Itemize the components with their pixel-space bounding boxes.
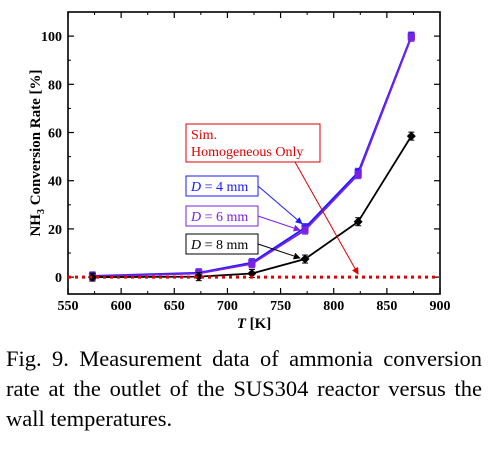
annotation-simulation-box: [185, 123, 321, 163]
annotation-simulation-label: Homogeneous Only: [191, 145, 303, 160]
data-point: [194, 272, 204, 282]
x-axis-title-unit: [K]: [246, 316, 271, 332]
y-tick-label: 80: [48, 78, 62, 93]
annotation-d8-label: D = 8 mm: [190, 238, 248, 253]
y-axis-title-subscript: 3: [36, 209, 47, 214]
chart: 550 600 650 700 750 800 850 900 0 20 40 60 80 100 T [K…: [28, 11, 451, 332]
annotation-d6-label-value: = 6 mm: [201, 210, 248, 225]
y-tick-label: 20: [48, 223, 62, 238]
data-point: [301, 226, 309, 234]
annotation-d4: D = 4 mm: [185, 175, 303, 225]
x-axis-title: T [K]: [237, 316, 272, 332]
annotation-d8-label-value: = 8 mm: [201, 238, 248, 253]
annotation-d4-arrow: [257, 185, 303, 225]
figure-caption: Fig. 9. Measurement data of ammonia conv…: [6, 346, 482, 431]
data-point: [247, 269, 257, 279]
data-point: [354, 171, 362, 179]
y-tick-label: 40: [48, 175, 62, 190]
annotation-d8-arrow: [257, 243, 301, 260]
annotation-simulation-label: Sim.: [191, 128, 217, 143]
data-point: [248, 260, 256, 268]
x-tick-label: 750: [270, 299, 291, 314]
x-tick-label: 600: [111, 299, 132, 314]
annotation-simulation: Sim. Homogeneous Only: [185, 123, 359, 275]
annotation-d4-label: D = 4 mm: [190, 180, 248, 195]
annotation-d6-arrow: [257, 215, 301, 232]
y-axis-title: NH3 Conversion Rate [%]: [28, 69, 47, 236]
x-axis-title-symbol: T: [237, 316, 247, 332]
data-point: [300, 254, 310, 264]
x-tick-label: 550: [58, 299, 79, 314]
x-tick-label: 650: [164, 299, 185, 314]
data-point: [87, 272, 97, 282]
annotation-d8: D = 8 mm: [185, 233, 301, 260]
y-tick-label: 100: [41, 30, 62, 45]
annotation-d6-label-symbol: D: [190, 210, 201, 225]
y-tick-label: 0: [55, 271, 62, 286]
y-tick-label: 60: [48, 127, 62, 142]
annotation-d4-label-value: = 4 mm: [201, 180, 248, 195]
data-point: [406, 131, 416, 141]
annotation-d6-label: D = 6 mm: [190, 210, 248, 225]
annotation-d4-label-symbol: D: [190, 180, 201, 195]
annotation-d8-label-symbol: D: [190, 238, 201, 253]
series-line: [92, 36, 413, 278]
y-axis-title-prefix: NH: [28, 214, 44, 237]
x-tick-label: 700: [217, 299, 238, 314]
x-tick-label: 800: [323, 299, 344, 314]
y-axis-title-suffix: Conversion Rate [%]: [28, 69, 44, 209]
data-point: [353, 217, 363, 227]
data-point: [407, 33, 415, 41]
x-tick-label: 900: [430, 299, 451, 314]
annotation-simulation-arrow: [294, 161, 359, 275]
x-tick-label: 850: [376, 299, 397, 314]
annotation-d6: D = 6 mm: [185, 205, 301, 232]
